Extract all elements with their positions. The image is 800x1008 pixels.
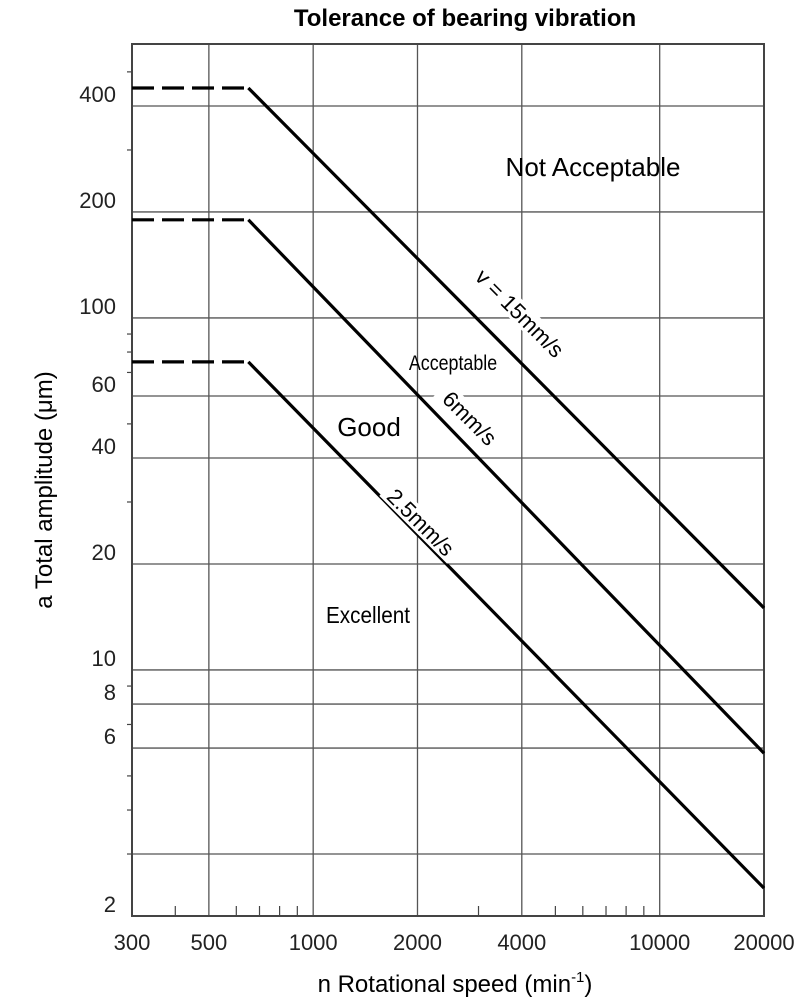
- y-tick-label-40: 40: [92, 434, 116, 459]
- region-label-acceptable: Acceptable: [409, 352, 497, 376]
- chart-title: Tolerance of bearing vibration: [294, 5, 636, 32]
- series-1-line: [247, 218, 766, 755]
- x-tick-labels: 300 500 1000 2000 4000 10000 20000: [114, 930, 795, 955]
- y-tick-labels: 2 6 8 10 20 40 60 100 200 400: [79, 82, 116, 917]
- y-tick-label-400: 400: [79, 82, 116, 107]
- minor-ticks: [127, 71, 645, 916]
- series-2-line: [247, 86, 766, 610]
- x-tick-label-10000: 10000: [629, 930, 690, 955]
- x-tick-label-20000: 20000: [733, 930, 794, 955]
- x-axis-label-end: ): [584, 971, 592, 998]
- curve-label-2-5: 2.5mm/s: [379, 480, 463, 564]
- region-label-good: Good: [337, 412, 401, 442]
- x-tick-label-300: 300: [114, 930, 151, 955]
- y-tick-label-8: 8: [104, 680, 116, 705]
- x-axis-label-main: n Rotational speed (min: [318, 971, 571, 998]
- y-tick-label-60: 60: [92, 372, 116, 397]
- series-lines: [132, 86, 766, 890]
- x-tick-label-4000: 4000: [497, 930, 546, 955]
- x-tick-label-1000: 1000: [289, 930, 338, 955]
- y-tick-label-100: 100: [79, 294, 116, 319]
- y-axis-label: a Total amplitude (μm): [31, 371, 58, 608]
- y-tick-label-2: 2: [104, 892, 116, 917]
- y-tick-label-10: 10: [92, 646, 116, 671]
- curve-label-15: v = 15mm/s: [468, 261, 572, 365]
- series-0-line: [247, 360, 766, 890]
- curve-label-15-text: v = 15mm/s: [470, 264, 569, 363]
- region-label-excellent: Excellent: [326, 602, 410, 628]
- y-tick-label-6: 6: [104, 724, 116, 749]
- x-axis-label-superscript: -1: [571, 969, 584, 986]
- x-axis-label: n Rotational speed (min-1): [318, 969, 593, 998]
- x-tick-label-2000: 2000: [393, 930, 442, 955]
- y-tick-label-20: 20: [92, 540, 116, 565]
- plot-frame: [131, 43, 765, 917]
- curve-label-2-5-text: 2.5mm/s: [382, 484, 459, 561]
- region-label-not-acceptable: Not Acceptable: [506, 152, 681, 182]
- y-tick-label-200: 200: [79, 188, 116, 213]
- curve-label-6: 6mm/s: [433, 381, 507, 455]
- x-tick-label-500: 500: [191, 930, 228, 955]
